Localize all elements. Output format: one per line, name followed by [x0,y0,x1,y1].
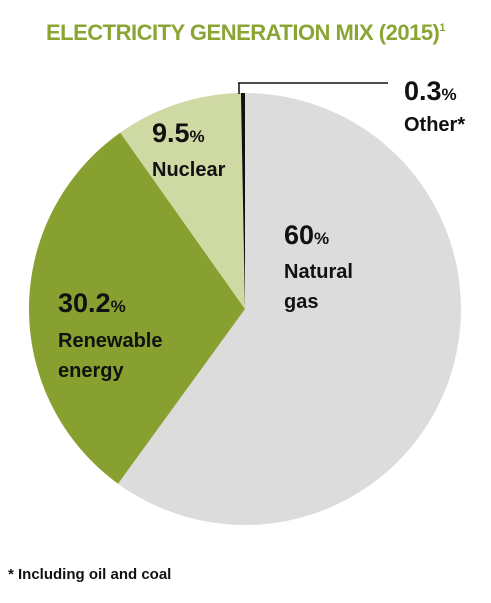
name-label-nuclear: Nuclear [152,159,226,181]
chart-title-text: ELECTRICITY GENERATION MIX (2015) [45,20,440,45]
pie-slices [28,93,462,526]
pie-slice-renewable-energy [28,132,246,484]
value-label-nuclear: 9.5% [152,118,205,148]
pie-slice-natural-gas [118,93,462,526]
title-footnote-marker: 1 [439,22,446,34]
name-label-natural-gas: Natural [284,261,353,283]
value-label-other: 0.3% [404,76,457,106]
name-label-other: Other* [404,114,465,136]
footnote: * Including oil and coal [8,566,172,583]
pie-slice-other [240,93,245,309]
name-label-renewable-energy: Renewable [58,330,162,352]
value-label-renewable-energy: 30.2% [58,288,126,318]
name-label-renewable-energy: energy [58,360,124,382]
chart-title: ELECTRICITY GENERATION MIX (2015)1 [0,20,491,46]
pie-labels: 60% Natural gas 30.2% Renewable energy 9.5% Nuc… [58,76,465,382]
value-label-natural-gas: 60% [284,220,329,250]
pie-slice-nuclear [120,93,245,310]
name-label-natural-gas: gas [284,291,318,313]
